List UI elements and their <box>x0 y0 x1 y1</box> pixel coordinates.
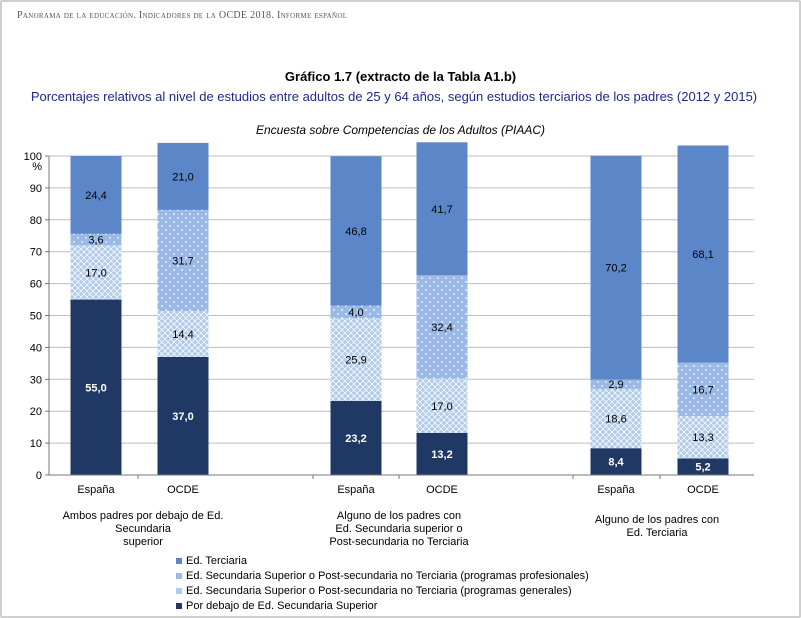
group-label: Alguno de los padres con Ed. Terciaria <box>594 514 720 539</box>
bar-segment <box>330 156 382 306</box>
chart-title: Gráfico 1.7 (extracto de la Tabla A1.b) <box>284 69 517 84</box>
data-label: 14,4 <box>172 329 193 341</box>
grid-lines <box>49 155 754 476</box>
y-tick-label: 10 <box>30 438 42 450</box>
data-label: 4,0 <box>348 307 363 319</box>
bars <box>70 142 729 475</box>
data-label: 18,6 <box>605 414 626 426</box>
x-tick-label: España <box>597 484 635 496</box>
y-tick-label: 100 <box>24 151 42 163</box>
legend: Ed. Terciaria Ed. Secundaria Superior o P… <box>176 553 589 613</box>
bar-segment <box>416 142 468 276</box>
bar-segment <box>416 378 468 433</box>
data-label: 3,6 <box>88 235 103 247</box>
bar-segment <box>330 305 382 319</box>
legend-swatch <box>176 587 182 594</box>
data-label: 21,0 <box>172 171 193 183</box>
y-tick-label: 80 <box>30 215 42 227</box>
group-label: Ambos padres por debajo de Ed. Secundari… <box>62 510 224 548</box>
legend-item: Ed. Secundaria Superior o Post-secundari… <box>176 568 589 583</box>
bar-segment <box>677 362 729 416</box>
legend-item: Ed. Secundaria Superior o Post-secundari… <box>176 583 589 598</box>
y-tick-label: 40 <box>30 342 42 354</box>
data-label: 70,2 <box>605 263 626 275</box>
bar-segment <box>157 356 209 475</box>
bar-segment <box>157 142 209 210</box>
data-label: 55,0 <box>85 382 106 394</box>
bar-segment <box>157 311 209 357</box>
legend-swatch <box>176 602 182 609</box>
bar-segment <box>590 388 642 449</box>
data-label: 24,4 <box>85 190 106 202</box>
bar-segment <box>677 458 729 475</box>
bar-segment <box>590 155 642 380</box>
bar-segment <box>677 145 729 363</box>
legend-item: Por debajo de Ed. Secundaria Superior <box>176 598 589 613</box>
bar-segment <box>70 156 122 234</box>
bar-segment <box>70 233 122 246</box>
data-label: 8,4 <box>608 457 624 469</box>
data-label: 46,8 <box>345 226 366 238</box>
x-tick-label: España <box>77 484 115 496</box>
data-label: 23,2 <box>345 433 366 445</box>
data-label: 17,0 <box>85 267 106 279</box>
x-tick-label: OCDE <box>687 484 719 496</box>
data-label: 37,0 <box>172 411 193 423</box>
data-label: 17,0 <box>431 401 452 413</box>
bar-segment <box>416 432 468 475</box>
x-tick-label: España <box>337 484 375 496</box>
y-tick-label: 70 <box>30 247 42 259</box>
data-label: 13,2 <box>431 449 452 461</box>
bar-segment <box>590 448 642 475</box>
y-axis-unit: % <box>32 161 42 173</box>
data-label: 32,4 <box>431 322 452 334</box>
data-label: 68,1 <box>692 249 713 261</box>
data-label: 16,7 <box>692 384 713 396</box>
bar-segment <box>70 299 122 475</box>
chart-subtitle: Porcentajes relativos al nivel de estudi… <box>30 89 758 104</box>
x-tick-label: OCDE <box>426 484 458 496</box>
group-label: Alguno de los padres con Ed. Secundaria s… <box>329 510 469 548</box>
y-tick-label: 30 <box>30 374 42 386</box>
legend-swatch <box>176 557 182 564</box>
x-tick-label: OCDE <box>167 484 199 496</box>
y-tick-label: 60 <box>30 279 42 291</box>
bar-segment <box>677 415 729 459</box>
data-label: 41,7 <box>431 204 452 216</box>
y-tick-label: 90 <box>30 183 42 195</box>
legend-label: Ed. Terciaria <box>186 554 247 567</box>
bar-segment <box>590 379 642 389</box>
data-label: 13,3 <box>692 432 713 444</box>
legend-label: Ed. Secundaria Superior o Post-secundari… <box>186 584 572 597</box>
legend-swatch <box>176 572 182 579</box>
y-tick-label: 50 <box>30 311 42 323</box>
bar-segment <box>416 275 468 379</box>
chart-survey-note: Encuesta sobre Competencias de los Adult… <box>255 123 546 137</box>
data-label: 25,9 <box>345 355 366 367</box>
data-labels: 55,0 17,0 3,6 24,4 37,0 14,4 31,7 21,0 23,2 25,9 4… <box>85 171 713 473</box>
legend-item: Ed. Terciaria <box>176 553 589 568</box>
data-label: 2,9 <box>608 379 623 391</box>
bar-segment <box>330 318 382 401</box>
y-tick-label: 0 <box>36 470 42 482</box>
bar-segment <box>157 209 209 312</box>
axes: 0 10 20 30 40 50 60 70 80 90 100% España OCDE España O… <box>24 151 754 496</box>
data-label: 5,2 <box>695 462 710 474</box>
y-tick-label: 20 <box>30 406 42 418</box>
page-header: Panorama de la educación. Indicadores de… <box>17 10 348 21</box>
data-label: 31,7 <box>172 255 193 267</box>
legend-label: Por debajo de Ed. Secundaria Superior <box>186 599 378 612</box>
bar-segment <box>330 400 382 475</box>
legend-label: Ed. Secundaria Superior o Post-secundari… <box>186 569 589 582</box>
bar-segment <box>70 245 122 300</box>
